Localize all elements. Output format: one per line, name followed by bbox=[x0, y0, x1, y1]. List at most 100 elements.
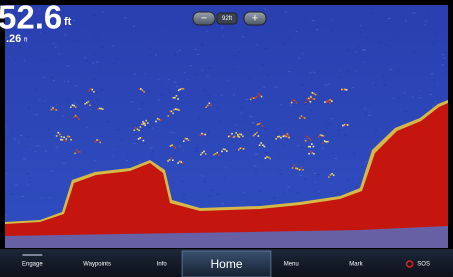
noise-speck bbox=[322, 43, 323, 44]
noise-speck bbox=[49, 197, 51, 198]
fish-dot bbox=[186, 138, 188, 140]
fish-dot bbox=[179, 161, 181, 163]
noise-speck bbox=[393, 61, 395, 62]
noise-speck bbox=[295, 105, 296, 106]
noise-speck bbox=[21, 196, 24, 197]
fish-dot bbox=[99, 108, 101, 110]
noise-speck bbox=[241, 108, 244, 109]
noise-speck bbox=[309, 72, 311, 73]
noise-speck bbox=[96, 62, 99, 63]
noise-speck bbox=[75, 85, 77, 86]
noise-speck bbox=[117, 146, 119, 147]
noise-speck bbox=[166, 122, 167, 123]
fish-dot bbox=[75, 106, 77, 108]
range-label: 92ft bbox=[222, 16, 232, 22]
noise-speck bbox=[94, 34, 97, 35]
noise-speck bbox=[355, 186, 357, 187]
fish-dot bbox=[324, 101, 326, 103]
fish-dot bbox=[177, 109, 179, 111]
fish-dot bbox=[177, 98, 179, 100]
fish-dot bbox=[309, 146, 311, 148]
noise-speck bbox=[100, 90, 103, 91]
fish-dot bbox=[343, 89, 345, 91]
noise-speck bbox=[396, 70, 399, 71]
noise-speck bbox=[235, 124, 237, 125]
noise-speck bbox=[382, 76, 385, 77]
noise-speck bbox=[304, 138, 307, 139]
fish-dot bbox=[90, 88, 92, 90]
noise-speck bbox=[194, 49, 197, 50]
noise-speck bbox=[323, 25, 324, 26]
fish-dot bbox=[209, 102, 211, 104]
noise-speck bbox=[71, 58, 73, 59]
fish-dot bbox=[238, 149, 240, 151]
noise-speck bbox=[64, 81, 65, 82]
noise-speck bbox=[84, 79, 86, 80]
fish-dot bbox=[223, 148, 225, 150]
noise-speck bbox=[437, 54, 439, 55]
fish-dot bbox=[138, 138, 140, 140]
noise-speck bbox=[23, 158, 26, 159]
noise-speck bbox=[404, 111, 407, 112]
noise-speck bbox=[250, 116, 253, 117]
fish-dot bbox=[302, 169, 304, 171]
fish-dot bbox=[291, 102, 293, 104]
noise-speck bbox=[44, 101, 45, 102]
noise-speck bbox=[198, 118, 201, 119]
noise-speck bbox=[100, 136, 103, 137]
noise-speck bbox=[173, 53, 175, 54]
noise-speck bbox=[73, 20, 75, 21]
fish-dot bbox=[260, 122, 262, 124]
fish-dot bbox=[171, 111, 173, 113]
fish-dot bbox=[59, 134, 61, 136]
noise-speck bbox=[427, 14, 430, 15]
fish-dot bbox=[173, 146, 175, 148]
noise-speck bbox=[255, 170, 257, 171]
fish-dot bbox=[301, 167, 303, 169]
noise-speck bbox=[255, 154, 258, 155]
noise-speck bbox=[272, 138, 275, 139]
fish-dot bbox=[169, 159, 171, 161]
fish-dot bbox=[175, 108, 177, 110]
noise-speck bbox=[122, 58, 123, 59]
noise-speck bbox=[26, 173, 29, 174]
noise-speck bbox=[168, 79, 170, 80]
fish-dot bbox=[60, 139, 62, 141]
fish-dot bbox=[258, 93, 260, 95]
noise-speck bbox=[92, 62, 94, 63]
noise-speck bbox=[318, 191, 320, 192]
fish-dot bbox=[279, 136, 281, 138]
fish-dot bbox=[142, 121, 144, 123]
noise-speck bbox=[203, 181, 206, 182]
noise-speck bbox=[284, 144, 285, 145]
noise-speck bbox=[77, 105, 79, 106]
noise-speck bbox=[298, 58, 300, 59]
fish-dot bbox=[329, 99, 331, 101]
noise-speck bbox=[39, 100, 40, 101]
noise-speck bbox=[233, 94, 235, 95]
fish-dot bbox=[328, 176, 330, 178]
noise-speck bbox=[176, 86, 178, 87]
noise-speck bbox=[131, 101, 134, 102]
noise-speck bbox=[405, 20, 407, 21]
noise-speck bbox=[145, 73, 146, 74]
noise-speck bbox=[265, 152, 267, 153]
fish-dot bbox=[147, 122, 149, 124]
fish-dot bbox=[65, 140, 67, 142]
home-label[interactable]: Home bbox=[210, 257, 242, 271]
noise-speck bbox=[371, 13, 374, 14]
noise-speck bbox=[246, 99, 248, 100]
noise-speck bbox=[361, 167, 362, 168]
fish-dot bbox=[135, 127, 137, 129]
noise-speck bbox=[325, 85, 328, 86]
fish-dot bbox=[169, 111, 171, 113]
noise-speck bbox=[229, 35, 230, 36]
fish-dot bbox=[306, 98, 308, 100]
fish-dot bbox=[61, 136, 63, 138]
fish-dot bbox=[259, 94, 261, 96]
noise-speck bbox=[332, 20, 333, 21]
noise-speck bbox=[305, 18, 307, 19]
fish-dot bbox=[328, 100, 330, 102]
fish-dot bbox=[310, 97, 312, 99]
noise-speck bbox=[208, 195, 211, 196]
